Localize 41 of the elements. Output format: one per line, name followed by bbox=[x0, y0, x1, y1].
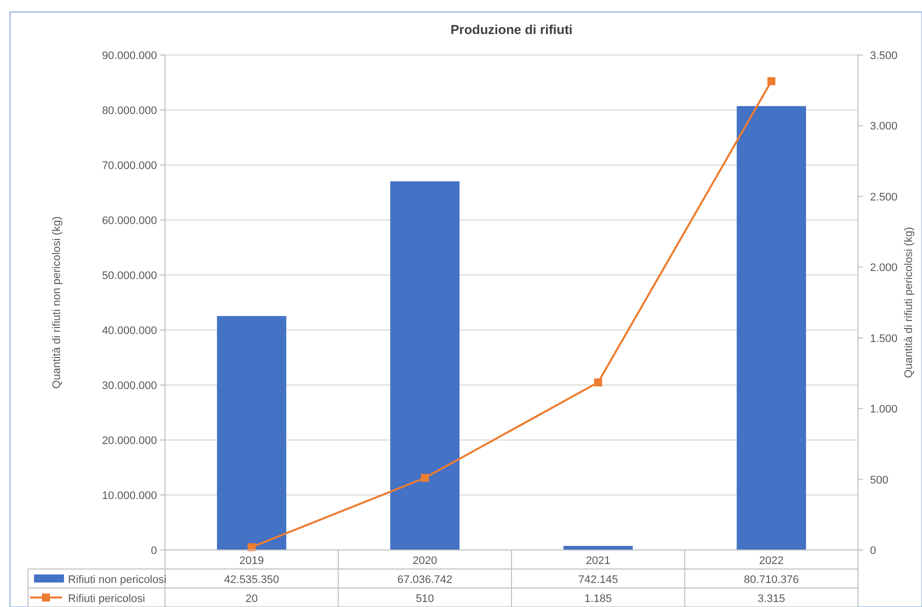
data-label: 742.145 bbox=[578, 574, 618, 586]
y-tick-label: 40.000.000 bbox=[102, 325, 157, 337]
y2-tick-label: 500 bbox=[870, 474, 888, 486]
x-tick-label: 2022 bbox=[759, 555, 784, 567]
chart-title: Produzione di rifiuti bbox=[450, 22, 573, 37]
data-label: 67.036.742 bbox=[397, 574, 452, 586]
y-tick-label: 50.000.000 bbox=[102, 270, 157, 282]
legend-label: Rifiuti pericolosi bbox=[68, 593, 146, 605]
data-label: 1.185 bbox=[584, 593, 612, 605]
y2-tick-label: 2.500 bbox=[870, 191, 898, 204]
bar bbox=[216, 316, 286, 550]
x-tick-label: 2019 bbox=[239, 555, 264, 567]
y2-axis-title: Quantità di rifiuti pericolosi (kg) bbox=[903, 226, 915, 378]
bar bbox=[390, 181, 460, 550]
data-label: 20 bbox=[246, 593, 258, 605]
y-tick-label: 60.000.000 bbox=[102, 215, 157, 227]
y-tick-label: 10.000.000 bbox=[102, 490, 157, 502]
point bbox=[420, 474, 429, 482]
y-tick-label: 80.000.000 bbox=[102, 105, 157, 117]
data-label: 3.315 bbox=[758, 593, 786, 605]
x-tick-label: 2020 bbox=[412, 555, 438, 567]
y2-tick-label: 3.000 bbox=[870, 120, 898, 133]
point bbox=[767, 77, 776, 86]
y2-tick-label: 1.500 bbox=[870, 332, 898, 345]
point bbox=[594, 378, 602, 386]
y-axis-title: Quantità di rifiuti non pericolosi (kg) bbox=[51, 216, 63, 389]
legend-label: Rifiuti non pericolosi bbox=[68, 574, 166, 586]
y-tick-label: 90.000.000 bbox=[102, 50, 157, 62]
y2-tick-label: 2.000 bbox=[870, 262, 898, 274]
y2-tick-label: 0 bbox=[870, 545, 876, 557]
y-tick-label: 30.000.000 bbox=[102, 380, 157, 392]
y-tick-label: 70.000.000 bbox=[102, 160, 157, 172]
y-tick-label: 20.000.000 bbox=[102, 435, 157, 447]
y2-tick-label: 1.000 bbox=[870, 404, 898, 416]
y-tick-label: 0 bbox=[150, 545, 157, 557]
data-label: 80.710.376 bbox=[744, 574, 799, 586]
y2-tick-label: 3.500 bbox=[870, 50, 898, 62]
data-label: 42.535.350 bbox=[224, 574, 280, 586]
data-label: 510 bbox=[416, 593, 434, 605]
bar bbox=[736, 106, 806, 550]
x-tick-label: 2021 bbox=[586, 555, 610, 567]
